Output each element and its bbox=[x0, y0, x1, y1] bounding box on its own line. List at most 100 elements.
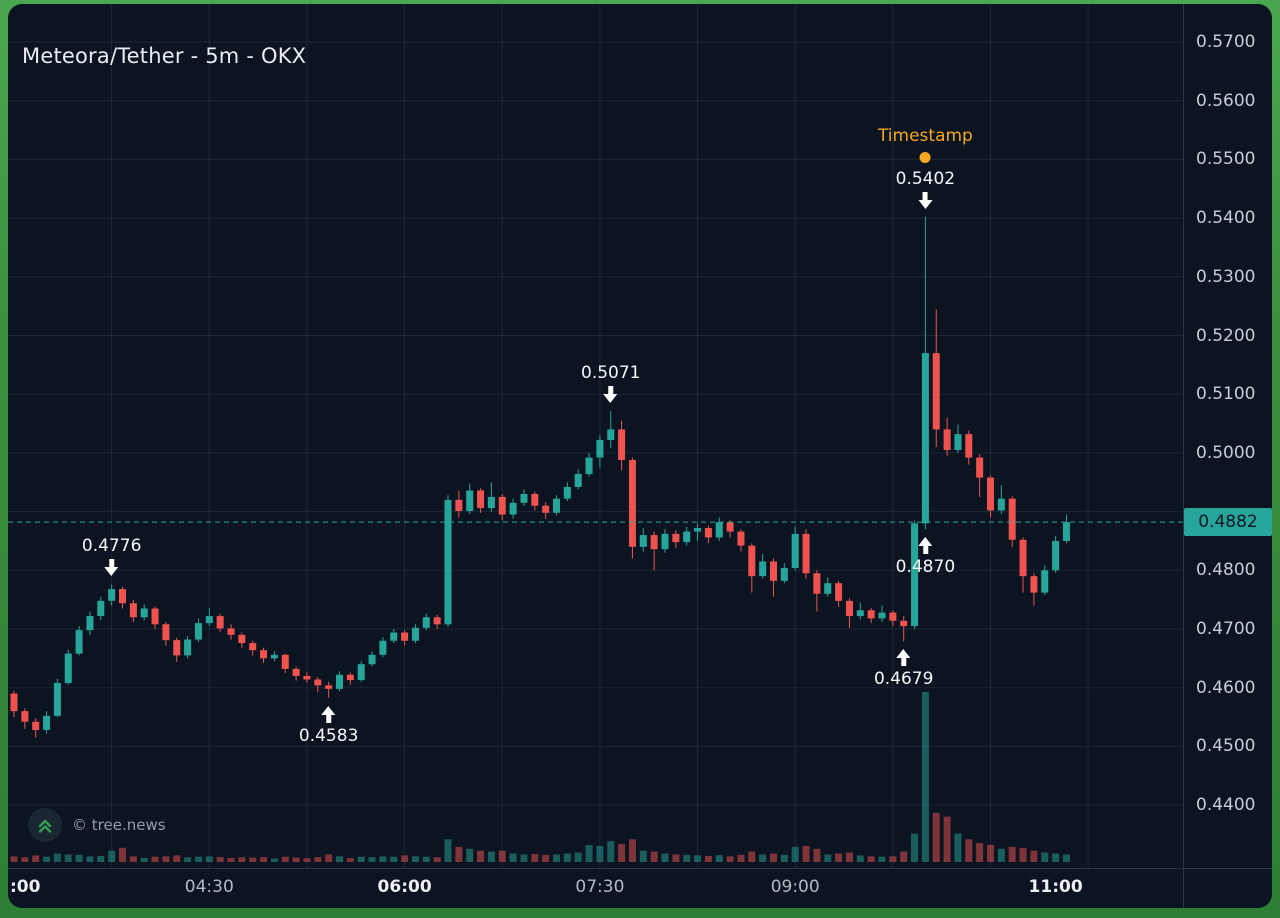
volume-bar bbox=[607, 841, 615, 862]
volume-bar bbox=[411, 856, 419, 862]
volume-bar bbox=[357, 856, 365, 862]
candle-body bbox=[411, 627, 419, 641]
candle-body bbox=[965, 434, 973, 458]
price-axis-label: 0.5300 bbox=[1196, 266, 1256, 287]
volume-bar bbox=[64, 854, 72, 862]
volume-bar bbox=[672, 854, 680, 862]
volume-bar bbox=[390, 856, 398, 862]
candle-body bbox=[531, 493, 539, 506]
price-axis-label: 0.5700 bbox=[1196, 32, 1256, 52]
candle-body bbox=[856, 610, 864, 617]
candle-body bbox=[726, 522, 734, 532]
volume-bar bbox=[802, 845, 810, 862]
price-axis-label: 0.5600 bbox=[1196, 90, 1256, 111]
volume-bar bbox=[119, 847, 126, 862]
volume-bar bbox=[715, 855, 723, 862]
volume-bar bbox=[455, 846, 463, 862]
candle-body bbox=[596, 439, 604, 458]
candle-body bbox=[1062, 522, 1070, 541]
volume-bar bbox=[32, 855, 40, 862]
candle-body bbox=[1030, 576, 1038, 593]
price-axis-label: 0.5200 bbox=[1196, 325, 1256, 346]
volume-bar bbox=[227, 857, 235, 862]
candle-body bbox=[780, 567, 788, 581]
volume-bar bbox=[1052, 853, 1060, 862]
candle-body bbox=[639, 535, 647, 547]
volume-bar bbox=[900, 851, 908, 862]
candle-body bbox=[574, 474, 582, 487]
volume-bar bbox=[1041, 852, 1049, 862]
candle-body bbox=[281, 654, 289, 669]
candle-body bbox=[737, 531, 745, 546]
time-axis-label: 09:00 bbox=[770, 877, 820, 897]
volume-bar bbox=[249, 857, 257, 862]
candle-body bbox=[390, 632, 398, 641]
candle-body bbox=[205, 616, 213, 624]
candle-body bbox=[336, 674, 343, 689]
candle-body bbox=[542, 505, 550, 513]
volume-bar bbox=[292, 857, 300, 862]
watermark-label: © tree.news bbox=[72, 816, 166, 834]
candle-body bbox=[683, 531, 691, 543]
volume-bar bbox=[238, 857, 246, 862]
price-axis[interactable]: 0.5700 0.5600 0.5500 0.5400 0.5300 0.5200 0.51… bbox=[1183, 4, 1272, 868]
price-axis-label: 0.4400 bbox=[1196, 795, 1256, 816]
time-axis[interactable]: :00 04:30 06:00 07:30 09:00 11:00 bbox=[8, 868, 1272, 908]
volume-bar bbox=[748, 851, 756, 862]
volume-bar bbox=[444, 839, 452, 862]
chart-title: Meteora/Tether - 5m - OKX bbox=[22, 44, 307, 68]
volume-bar bbox=[824, 854, 832, 862]
candle-body bbox=[53, 683, 61, 716]
volume-bar bbox=[791, 846, 799, 862]
last-price-label: 0.4882 bbox=[1184, 508, 1272, 537]
volume-bar bbox=[216, 857, 224, 862]
volume-bar bbox=[639, 850, 647, 862]
volume-bar bbox=[379, 856, 387, 862]
volume-bar bbox=[867, 856, 875, 862]
time-axis-label: 07:30 bbox=[575, 877, 625, 897]
candle-body bbox=[260, 650, 268, 659]
price-axis-label: 0.5000 bbox=[1196, 442, 1256, 463]
volume-bar bbox=[878, 856, 886, 862]
candle-body bbox=[802, 533, 810, 574]
candle-body bbox=[10, 693, 18, 712]
volume-bar bbox=[281, 856, 289, 862]
volume-bar bbox=[661, 853, 669, 862]
volume-bar bbox=[140, 857, 148, 862]
candle-body bbox=[553, 498, 560, 513]
candle-body bbox=[455, 499, 463, 512]
volume-bar bbox=[509, 853, 517, 862]
price-axis-label: 0.5500 bbox=[1196, 149, 1256, 170]
candle-body bbox=[238, 634, 246, 644]
volume-bar bbox=[1019, 847, 1027, 862]
volume-bar bbox=[520, 854, 528, 862]
candle-body bbox=[987, 477, 994, 511]
candle-body bbox=[1019, 539, 1027, 577]
candle-body bbox=[346, 674, 354, 681]
volume-bar bbox=[835, 853, 843, 862]
candle-body bbox=[650, 535, 658, 550]
candle-body bbox=[270, 654, 278, 659]
candle-body bbox=[75, 630, 83, 654]
volume-bar bbox=[194, 856, 202, 862]
candle-body bbox=[401, 632, 409, 641]
candle-body bbox=[498, 496, 506, 515]
volume-bar bbox=[346, 858, 354, 862]
volume-bar bbox=[856, 855, 864, 862]
candle-body bbox=[249, 643, 257, 651]
volume-bar bbox=[704, 855, 712, 862]
volume-bar bbox=[813, 848, 821, 862]
volume-bar bbox=[954, 833, 962, 862]
volume-bar bbox=[694, 855, 702, 862]
candle-body bbox=[618, 429, 626, 460]
volume-bar bbox=[943, 816, 951, 862]
volume-bar bbox=[75, 854, 83, 862]
candle-body bbox=[672, 533, 680, 543]
candle-body bbox=[379, 640, 387, 655]
candle-body bbox=[954, 434, 962, 450]
candlestick-pane[interactable] bbox=[8, 4, 1272, 908]
price-axis-label: 0.4500 bbox=[1196, 736, 1256, 757]
volume-bar bbox=[151, 856, 159, 862]
candle-body bbox=[119, 589, 126, 604]
candle-body bbox=[216, 616, 224, 629]
